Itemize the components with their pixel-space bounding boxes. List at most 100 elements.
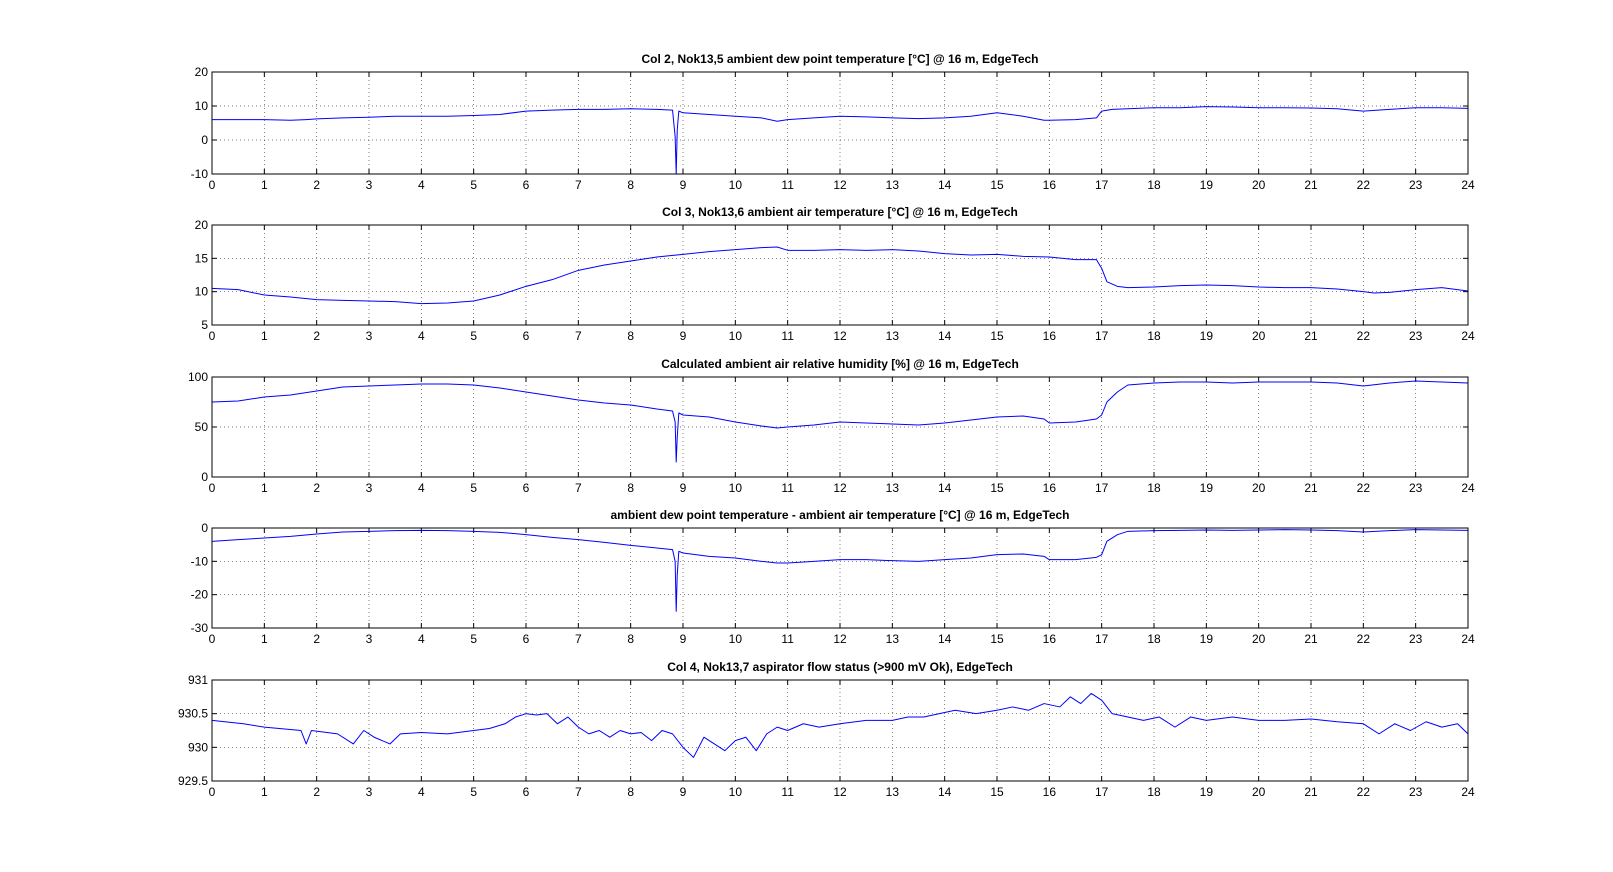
x-tick-label: 6	[523, 785, 530, 799]
y-tick-label: 931	[188, 673, 208, 687]
x-tick-label: 14	[938, 481, 952, 495]
x-tick-label: 1	[261, 632, 268, 646]
x-tick-label: 20	[1252, 178, 1266, 192]
x-tick-label: 18	[1147, 481, 1161, 495]
x-tick-label: 7	[575, 178, 582, 192]
x-tick-label: 9	[680, 785, 687, 799]
x-tick-label: 23	[1409, 178, 1423, 192]
x-tick-label: 3	[366, 329, 373, 343]
x-tick-label: 11	[781, 632, 794, 646]
series-line-1	[211, 246, 1469, 305]
x-tick-label: 23	[1409, 632, 1423, 646]
x-tick-label: 14	[938, 632, 952, 646]
x-tick-label: 19	[1200, 785, 1214, 799]
x-tick-label: 8	[627, 178, 634, 192]
x-tick-label: 15	[990, 329, 1004, 343]
x-tick-label: 24	[1461, 178, 1475, 192]
x-tick-label: 19	[1200, 329, 1214, 343]
x-tick-label: 3	[366, 481, 373, 495]
x-tick-label: 7	[575, 785, 582, 799]
x-tick-label: 8	[627, 785, 634, 799]
x-tick-label: 5	[470, 632, 477, 646]
x-tick-label: 21	[1304, 785, 1318, 799]
x-tick-label: 0	[209, 785, 216, 799]
x-tick-label: 11	[781, 481, 794, 495]
series-line-1	[211, 692, 1469, 758]
x-tick-label: 21	[1304, 329, 1318, 343]
x-tick-label: 10	[729, 785, 743, 799]
y-tick-label: 20	[195, 218, 209, 232]
axes-frame	[211, 679, 1469, 782]
x-tick-label: 15	[990, 632, 1004, 646]
axes-frame	[211, 376, 1469, 478]
y-tick-label: 929.5	[178, 774, 208, 788]
x-tick-label: 22	[1357, 632, 1371, 646]
x-tick-label: 12	[833, 632, 847, 646]
x-tick-label: 1	[261, 329, 268, 343]
x-tick-label: 3	[366, 178, 373, 192]
chart-title: ambient dew point temperature - ambient …	[610, 508, 1069, 522]
x-tick-label: 23	[1409, 785, 1423, 799]
x-tick-label: 14	[938, 178, 952, 192]
y-tick-label: 5	[201, 318, 208, 332]
x-tick-label: 9	[680, 329, 687, 343]
x-tick-label: 1	[261, 178, 268, 192]
x-tick-label: 13	[886, 632, 900, 646]
x-tick-label: 23	[1409, 481, 1423, 495]
x-tick-label: 4	[418, 632, 425, 646]
x-tick-label: 22	[1357, 329, 1371, 343]
x-tick-label: 2	[313, 481, 320, 495]
x-tick-label: 3	[366, 632, 373, 646]
x-tick-label: 10	[729, 632, 743, 646]
y-tick-label: 10	[195, 99, 209, 113]
x-tick-label: 1	[261, 481, 268, 495]
x-tick-label: 21	[1304, 481, 1318, 495]
x-tick-label: 8	[627, 481, 634, 495]
x-tick-label: 19	[1200, 632, 1214, 646]
x-tick-label: 5	[470, 481, 477, 495]
x-tick-label: 24	[1461, 785, 1475, 799]
chart-panel-1: 0 1 2 3 4 5 6 7 8 9 10 11 12 13 14 15 16 17 18 19 20 21 22 23 24…	[191, 52, 1475, 192]
x-tick-label: 13	[886, 178, 900, 192]
x-tick-label: 8	[627, 329, 634, 343]
x-tick-label: 10	[729, 481, 743, 495]
x-tick-label: 12	[833, 329, 847, 343]
x-tick-label: 19	[1200, 481, 1214, 495]
x-tick-label: 6	[523, 632, 530, 646]
y-tick-label: -10	[191, 554, 209, 568]
x-tick-label: 2	[313, 329, 320, 343]
y-tick-label: 0	[201, 133, 208, 147]
x-tick-label: 14	[938, 329, 952, 343]
x-tick-label: 13	[886, 481, 900, 495]
x-tick-label: 7	[575, 329, 582, 343]
x-tick-label: 13	[886, 329, 900, 343]
plot-area	[211, 679, 1469, 782]
y-tick-label: 0	[201, 470, 208, 484]
y-tick-label: 930.5	[178, 707, 208, 721]
x-tick-label: 18	[1147, 785, 1161, 799]
x-tick-label: 13	[886, 785, 900, 799]
x-tick-label: 12	[833, 481, 847, 495]
x-tick-label: 11	[781, 329, 794, 343]
x-tick-label: 18	[1147, 632, 1161, 646]
x-tick-label: 17	[1095, 632, 1109, 646]
x-tick-label: 3	[366, 785, 373, 799]
x-tick-label: 6	[523, 329, 530, 343]
x-tick-label: 14	[938, 785, 952, 799]
x-tick-label: 5	[470, 785, 477, 799]
chart-panel-4: 0 1 2 3 4 5 6 7 8 9 10 11 12 13 14 15 16 17 18 19 20 21 22 23 24…	[191, 508, 1475, 646]
x-tick-label: 23	[1409, 329, 1423, 343]
y-tick-label: 50	[195, 420, 209, 434]
chart-title: Col 3, Nok13,6 ambient air temperature […	[662, 205, 1018, 219]
x-tick-label: 0	[209, 481, 216, 495]
x-tick-label: 21	[1304, 178, 1318, 192]
x-tick-label: 22	[1357, 481, 1371, 495]
x-tick-label: 17	[1095, 329, 1109, 343]
x-tick-label: 10	[729, 329, 743, 343]
series-line-1	[211, 380, 1469, 463]
x-tick-label: 5	[470, 329, 477, 343]
x-tick-label: 17	[1095, 481, 1109, 495]
y-tick-label: -10	[191, 167, 209, 181]
x-tick-label: 9	[680, 178, 687, 192]
x-tick-label: 21	[1304, 632, 1318, 646]
